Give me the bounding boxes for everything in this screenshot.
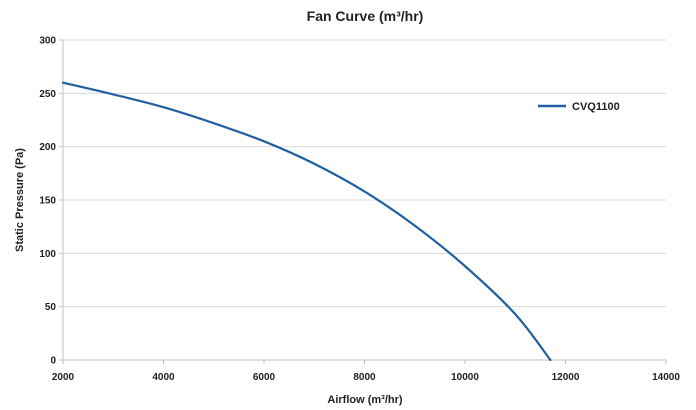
chart-title: Fan Curve (m³/hr) bbox=[307, 8, 424, 24]
x-tick-label-14000: 14000 bbox=[652, 372, 680, 383]
y-tick-label-50: 50 bbox=[45, 302, 57, 313]
x-tick-label-4000: 4000 bbox=[152, 372, 175, 383]
x-tick-label-12000: 12000 bbox=[552, 372, 580, 383]
x-axis-title: Airflow (m³/hr) bbox=[327, 394, 402, 406]
legend: CVQ1100 bbox=[538, 101, 620, 113]
x-axis-ticks: 2000 4000 6000 8000 10000 12000 14000 bbox=[52, 360, 680, 383]
y-axis-title: Static Pressure (Pa) bbox=[14, 148, 26, 252]
gridlines bbox=[63, 39, 666, 308]
series-line-cvq1100 bbox=[61, 81, 552, 362]
series-layer bbox=[61, 81, 552, 362]
y-axis-ticks: 0 50 100 150 200 250 300 bbox=[39, 36, 63, 367]
x-tick-label-8000: 8000 bbox=[353, 372, 376, 383]
y-tick-label-300: 300 bbox=[39, 36, 56, 47]
x-tick-label-2000: 2000 bbox=[52, 372, 75, 383]
x-tick-label-10000: 10000 bbox=[451, 372, 479, 383]
y-tick-label-200: 200 bbox=[39, 142, 56, 153]
legend-label-cvq1100: CVQ1100 bbox=[572, 101, 620, 113]
y-tick-label-0: 0 bbox=[50, 356, 56, 367]
x-tick-label-6000: 6000 bbox=[253, 372, 276, 383]
y-tick-label-250: 250 bbox=[39, 89, 56, 100]
y-tick-label-150: 150 bbox=[39, 196, 56, 207]
y-tick-label-100: 100 bbox=[39, 249, 56, 260]
